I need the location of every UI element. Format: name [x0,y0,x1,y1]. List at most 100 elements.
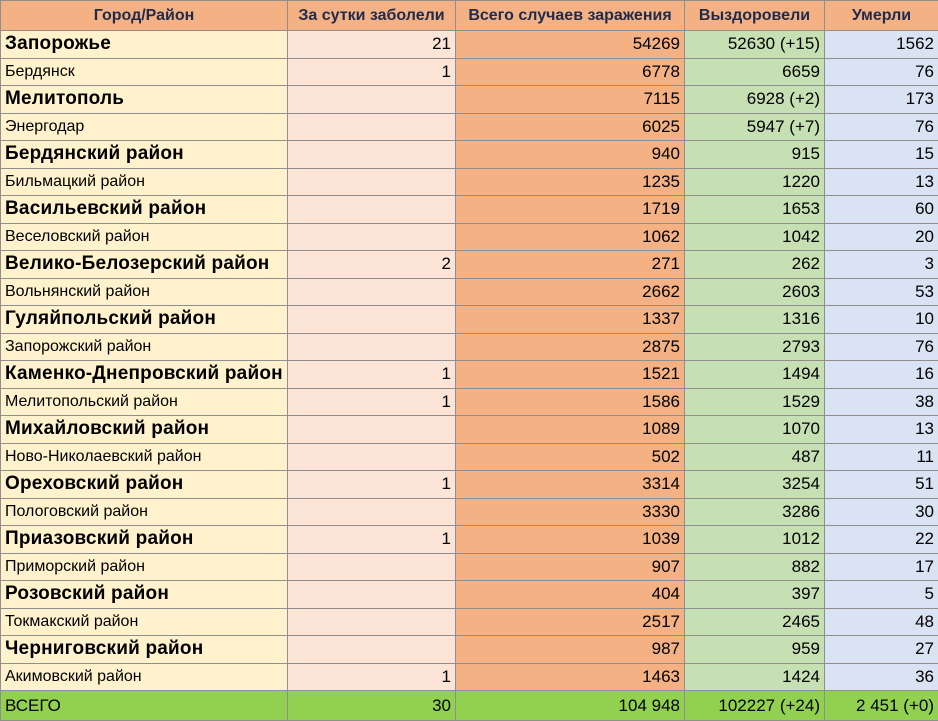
daily-cases-cell[interactable] [287,607,456,636]
recovered-cell[interactable]: 6928 (+2) [684,85,825,114]
daily-cases-cell[interactable]: 2 [287,250,456,279]
city-cell[interactable]: Каменко-Днепровский район [0,360,288,389]
died-cell[interactable]: 76 [824,332,938,361]
total-cases-cell[interactable]: 907 [455,552,685,581]
died-cell[interactable]: 60 [824,195,938,224]
daily-cases-cell[interactable]: 1 [287,525,456,554]
died-cell[interactable]: 48 [824,607,938,636]
daily-cases-cell[interactable] [287,305,456,334]
daily-cases-cell[interactable] [287,580,456,609]
total-cases-cell[interactable]: 7115 [455,85,685,114]
recovered-cell[interactable]: 1220 [684,167,825,196]
daily-cases-cell[interactable]: 1 [287,662,456,691]
daily-cases-cell[interactable]: 1 [287,387,456,416]
city-cell[interactable]: Приазовский район [0,525,288,554]
died-cell[interactable]: 10 [824,305,938,334]
total-recovered-cell[interactable]: 102227 (+24) [684,690,825,721]
total-cases-cell[interactable]: 1089 [455,415,685,444]
died-cell[interactable]: 22 [824,525,938,554]
total-cases-cell[interactable]: 404 [455,580,685,609]
recovered-cell[interactable]: 6659 [684,57,825,86]
total-cases-cell[interactable]: 271 [455,250,685,279]
city-cell[interactable]: Акимовский район [0,662,288,691]
recovered-cell[interactable]: 3254 [684,470,825,499]
daily-cases-cell[interactable]: 1 [287,470,456,499]
city-cell[interactable]: Бердянск [0,57,288,86]
recovered-cell[interactable]: 3286 [684,497,825,526]
died-cell[interactable]: 13 [824,167,938,196]
recovered-cell[interactable]: 397 [684,580,825,609]
died-cell[interactable]: 20 [824,222,938,251]
recovered-cell[interactable]: 2793 [684,332,825,361]
daily-cases-cell[interactable] [287,85,456,114]
total-cases-cell[interactable]: 1337 [455,305,685,334]
recovered-cell[interactable]: 2603 [684,277,825,306]
died-cell[interactable]: 17 [824,552,938,581]
total-cases-cell[interactable]: 3330 [455,497,685,526]
recovered-cell[interactable]: 52630 (+15) [684,30,825,59]
total-cases-cell[interactable]: 502 [455,442,685,471]
died-cell[interactable]: 76 [824,112,938,141]
total-cases-cell[interactable]: 1039 [455,525,685,554]
total-cases-cell[interactable]: 2662 [455,277,685,306]
daily-cases-cell[interactable] [287,140,456,169]
daily-cases-cell[interactable] [287,442,456,471]
city-cell[interactable]: Пологовский район [0,497,288,526]
died-cell[interactable]: 3 [824,250,938,279]
total-cases-cell[interactable]: 54269 [455,30,685,59]
city-cell[interactable]: Вольнянский район [0,277,288,306]
city-cell[interactable]: Васильевский район [0,195,288,224]
died-cell[interactable]: 30 [824,497,938,526]
daily-cases-cell[interactable] [287,415,456,444]
total-daily-cases-cell[interactable]: 30 [287,690,456,721]
city-cell[interactable]: Мелитопольский район [0,387,288,416]
died-cell[interactable]: 13 [824,415,938,444]
recovered-cell[interactable]: 1653 [684,195,825,224]
recovered-cell[interactable]: 1424 [684,662,825,691]
daily-cases-cell[interactable] [287,277,456,306]
city-cell[interactable]: Приморский район [0,552,288,581]
total-cases-cell[interactable]: 1719 [455,195,685,224]
total-cases-cell[interactable]: 1586 [455,387,685,416]
daily-cases-cell[interactable] [287,635,456,664]
total-cases-cell[interactable]: 1062 [455,222,685,251]
total-cases-cell[interactable]: 940 [455,140,685,169]
city-cell[interactable]: Велико-Белозерский район [0,250,288,279]
daily-cases-cell[interactable] [287,552,456,581]
total-cases-cell[interactable]: 1521 [455,360,685,389]
recovered-cell[interactable]: 262 [684,250,825,279]
daily-cases-cell[interactable] [287,195,456,224]
recovered-cell[interactable]: 1042 [684,222,825,251]
daily-cases-cell[interactable]: 1 [287,57,456,86]
total-cases-cell[interactable]: 1463 [455,662,685,691]
recovered-cell[interactable]: 487 [684,442,825,471]
daily-cases-cell[interactable]: 21 [287,30,456,59]
recovered-cell[interactable]: 2465 [684,607,825,636]
city-cell[interactable]: Запорожье [0,30,288,59]
daily-cases-cell[interactable] [287,167,456,196]
died-cell[interactable]: 1562 [824,30,938,59]
total-cases-cell[interactable]: 987 [455,635,685,664]
recovered-cell[interactable]: 1529 [684,387,825,416]
died-cell[interactable]: 173 [824,85,938,114]
city-cell[interactable]: Гуляйпольский район [0,305,288,334]
total-cases-cell[interactable]: 6025 [455,112,685,141]
city-cell[interactable]: Черниговский район [0,635,288,664]
died-cell[interactable]: 5 [824,580,938,609]
total-cases-cell[interactable]: 6778 [455,57,685,86]
daily-cases-cell[interactable] [287,222,456,251]
daily-cases-cell[interactable] [287,332,456,361]
died-cell[interactable]: 53 [824,277,938,306]
city-cell[interactable]: Бердянский район [0,140,288,169]
city-cell[interactable]: Розовский район [0,580,288,609]
died-cell[interactable]: 27 [824,635,938,664]
header-daily-cases[interactable]: За сутки заболели [287,0,456,31]
recovered-cell[interactable]: 959 [684,635,825,664]
total-cases-cell[interactable]: 3314 [455,470,685,499]
total-city-cell[interactable]: ВСЕГО [0,690,288,721]
header-recovered[interactable]: Выздоровели [684,0,825,31]
recovered-cell[interactable]: 1316 [684,305,825,334]
city-cell[interactable]: Ореховский район [0,470,288,499]
city-cell[interactable]: Энергодар [0,112,288,141]
recovered-cell[interactable]: 882 [684,552,825,581]
